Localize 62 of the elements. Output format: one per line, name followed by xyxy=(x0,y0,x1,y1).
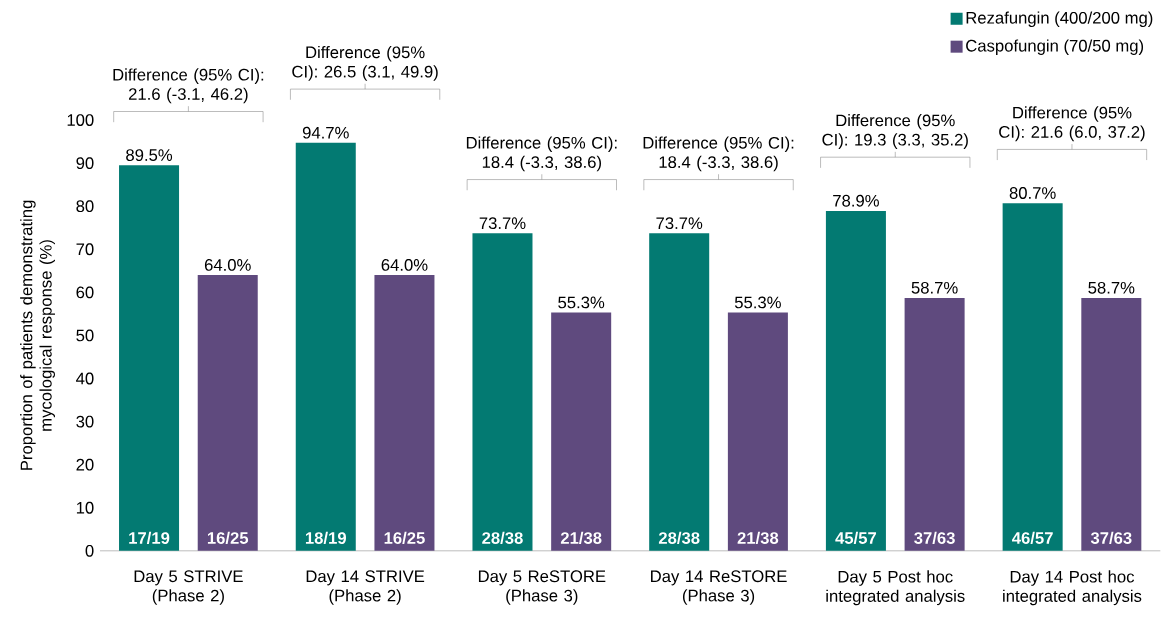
annotation: 28/38 xyxy=(482,531,523,545)
annotation: Difference (95% CI): 18.4 (-3.3, 38.6) xyxy=(643,136,794,172)
data-label: 55.3% xyxy=(734,296,781,309)
data-label: 78.9% xyxy=(833,194,879,207)
annotation: 45/57 xyxy=(835,531,877,545)
y-tick-label: 10 xyxy=(76,501,94,514)
y-tick-label: 100 xyxy=(67,114,94,127)
x-tick-label: Day 14 Post hoc integrated analysis xyxy=(1003,570,1142,606)
y-tick-label: 40 xyxy=(76,372,94,385)
data-label: 64.0% xyxy=(381,259,428,271)
legend-label: Rezafungin (400/200 mg) xyxy=(966,11,1153,28)
data-label: 94.7% xyxy=(302,126,349,139)
y-axis-title: Proportion of patients demonstrating mycological response (%) xyxy=(20,200,55,470)
y-tick-label: 60 xyxy=(76,286,94,299)
bar xyxy=(295,142,356,551)
bar xyxy=(825,211,886,551)
x-tick-label: Day 5 Post hoc integrated analysis xyxy=(826,570,965,606)
bar xyxy=(119,165,180,551)
y-tick-label: 0 xyxy=(85,545,94,557)
bar xyxy=(1081,298,1142,551)
y-tick-label: 30 xyxy=(76,415,94,428)
annotation: Difference (95% CI): 18.4 (-3.3, 38.6) xyxy=(466,136,617,172)
text: Difference (95% CI): 21.6 (-3.1, 46.2) xyxy=(113,68,264,104)
annotation: 21/38 xyxy=(560,531,602,545)
data-label: 73.7% xyxy=(656,217,703,230)
bar xyxy=(649,233,710,551)
annotation: Difference (95% CI): 21.6 (6.0, 37.2) xyxy=(999,106,1145,142)
data-label: 58.7% xyxy=(911,281,958,294)
data-label: 89.5% xyxy=(126,149,173,162)
annotation: Difference (95% CI): 19.3 (3.3, 35.2) xyxy=(822,114,968,149)
bar xyxy=(472,233,533,551)
data-label: 73.7% xyxy=(479,217,526,230)
annotation: 37/63 xyxy=(914,531,955,545)
legend-label: Caspofungin (70/50 mg) xyxy=(966,39,1144,55)
bar xyxy=(197,275,258,551)
text: Difference (95% CI): 26.5 (3.1, 49.9) xyxy=(292,46,438,81)
y-tick-label: 80 xyxy=(76,200,94,213)
annotation: 46/57 xyxy=(1012,531,1053,545)
data-label: 80.7% xyxy=(1009,187,1056,199)
data-label: 55.3% xyxy=(558,296,605,309)
x-tick-label: Day 14 STRIVE (Phase 2) xyxy=(306,570,425,605)
y-tick-label: 20 xyxy=(76,458,94,471)
bar xyxy=(727,312,788,551)
annotation: 18/19 xyxy=(305,531,346,545)
y-tick-label: 70 xyxy=(76,243,94,256)
bar xyxy=(904,298,965,551)
annotation: 17/19 xyxy=(129,531,170,545)
y-tick-label: 90 xyxy=(76,157,94,170)
annotation: 28/38 xyxy=(658,531,700,545)
bar xyxy=(551,312,612,551)
y-tick-label: 50 xyxy=(76,329,94,342)
x-tick-label: Day 5 STRIVE (Phase 2) xyxy=(134,570,243,605)
bar xyxy=(1002,203,1063,551)
annotation: 16/25 xyxy=(207,531,249,545)
annotation: 21/38 xyxy=(737,531,779,545)
x-tick-label: Day 14 ReSTORE (Phase 3) xyxy=(651,570,787,605)
x-tick-label: Day 5 ReSTORE (Phase 3) xyxy=(478,570,606,605)
annotation: 37/63 xyxy=(1090,531,1132,545)
data-label: 64.0% xyxy=(204,259,251,271)
bar xyxy=(374,275,435,551)
data-label: 58.7% xyxy=(1088,281,1135,294)
annotation: 16/25 xyxy=(384,531,425,545)
